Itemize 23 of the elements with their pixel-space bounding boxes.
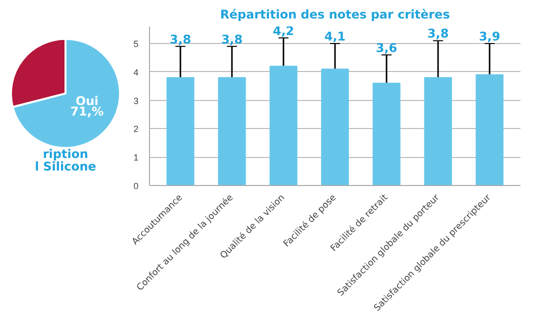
data-label: 3,8 bbox=[221, 32, 243, 46]
data-label: 3,6 bbox=[376, 40, 398, 55]
data-label: 71,% bbox=[70, 104, 104, 118]
y-tick-label: 5 bbox=[133, 39, 139, 50]
data-label: 3,8 bbox=[170, 32, 192, 46]
bar bbox=[270, 66, 298, 186]
chart-title: Répartition des notes par critères bbox=[220, 8, 450, 22]
data-label: 3,9 bbox=[478, 30, 500, 44]
bar bbox=[321, 68, 349, 186]
y-tick-label: 3 bbox=[133, 96, 139, 106]
y-tick-label: 1 bbox=[133, 152, 139, 163]
bar bbox=[218, 77, 246, 186]
text: l Silicone bbox=[34, 160, 96, 174]
y-tick-label: 0 bbox=[133, 181, 139, 191]
y-tick-label: 2 bbox=[133, 124, 139, 134]
bar bbox=[166, 77, 194, 186]
bar bbox=[372, 82, 400, 186]
y-tick-label: 4 bbox=[133, 67, 139, 78]
bar bbox=[476, 74, 504, 186]
text: ription bbox=[42, 147, 88, 162]
data-label: 4,1 bbox=[324, 30, 346, 44]
bar bbox=[424, 77, 452, 186]
data-label: 3,8 bbox=[427, 26, 449, 41]
